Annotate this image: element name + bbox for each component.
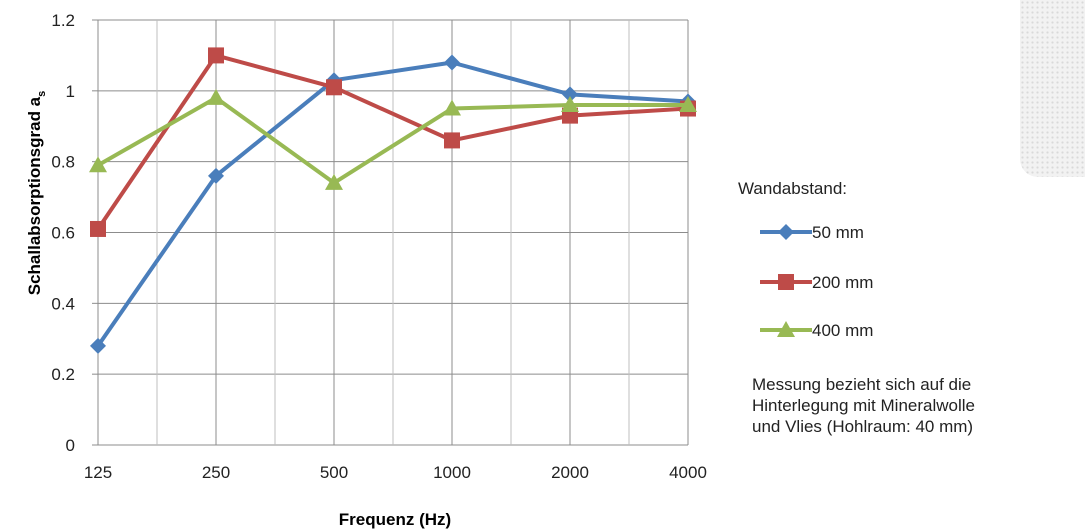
data-point-triangle (561, 96, 579, 112)
note-line-3: und Vlies (Hohlraum: 40 mm) (752, 417, 974, 436)
y-tick-label: 0.8 (51, 153, 75, 172)
legend-marker-triangle (777, 321, 795, 337)
y-tick-label: 0.4 (51, 294, 75, 313)
y-tick-label: 0.6 (51, 224, 75, 243)
data-point-square (444, 132, 460, 149)
x-tick-label: 125 (84, 463, 112, 482)
y-tick-label: 1 (66, 82, 75, 101)
data-point-triangle (325, 173, 343, 190)
data-point-triangle (89, 156, 107, 173)
x-tick-label: 1000 (433, 463, 471, 482)
x-tick-label: 4000 (669, 463, 707, 482)
x-tick-label: 500 (320, 463, 348, 482)
legend-title: Wandabstand: (738, 179, 847, 198)
fabric-swatch-image (1020, 0, 1085, 177)
series-group (89, 47, 697, 354)
series-line (97, 95, 688, 185)
x-tick-label: 250 (202, 463, 230, 482)
measurement-note: Messung bezieht sich auf die Hinterlegun… (752, 374, 1085, 437)
legend-entry: 50 mm (760, 223, 864, 242)
data-point-triangle (207, 88, 225, 105)
series-line (96, 53, 689, 231)
note-line-1: Messung bezieht sich auf die (752, 375, 972, 394)
y-axis-ticks: 0 0.2 0.4 0.6 0.8 1 1.2 (51, 11, 75, 455)
x-axis-title: Frequenz (Hz) (339, 510, 451, 529)
legend-label: 400 mm (812, 321, 873, 340)
y-tick-label: 0.2 (51, 365, 75, 384)
note-line-2: Hinterlegung mit Mineralwolle (752, 396, 975, 415)
data-point-diamond (90, 337, 106, 354)
data-point-triangle (443, 99, 461, 116)
data-point-diamond (208, 167, 224, 184)
x-tick-label: 2000 (551, 463, 589, 482)
data-point-triangle (679, 96, 697, 112)
grid-lines (92, 19, 689, 446)
y-axis-title-subscript: s (36, 91, 48, 97)
legend-label: 200 mm (812, 273, 873, 292)
data-point-diamond (444, 54, 460, 71)
legend-entry: 200 mm (760, 273, 873, 292)
legend-entry: 400 mm (760, 321, 873, 340)
y-tick-label: 0 (66, 436, 75, 455)
series-200-mm (90, 47, 696, 237)
y-axis-title: Schallabsorptionsgrad as (25, 91, 48, 296)
data-point-square (208, 47, 224, 64)
data-point-square (326, 79, 342, 96)
series-line (96, 60, 689, 347)
series-400-mm (89, 88, 697, 190)
legend-label: 50 mm (812, 223, 864, 242)
x-axis-ticks: 125 250 500 1000 2000 4000 (84, 463, 707, 482)
legend: 50 mm 200 mm 400 mm (760, 223, 873, 340)
legend-marker-diamond (778, 224, 794, 240)
y-tick-label: 1.2 (51, 11, 75, 30)
data-point-diamond (562, 86, 578, 103)
data-point-square (90, 220, 106, 237)
legend-marker-square (778, 274, 794, 290)
y-axis-title-main: Schallabsorptionsgrad a (25, 96, 44, 295)
